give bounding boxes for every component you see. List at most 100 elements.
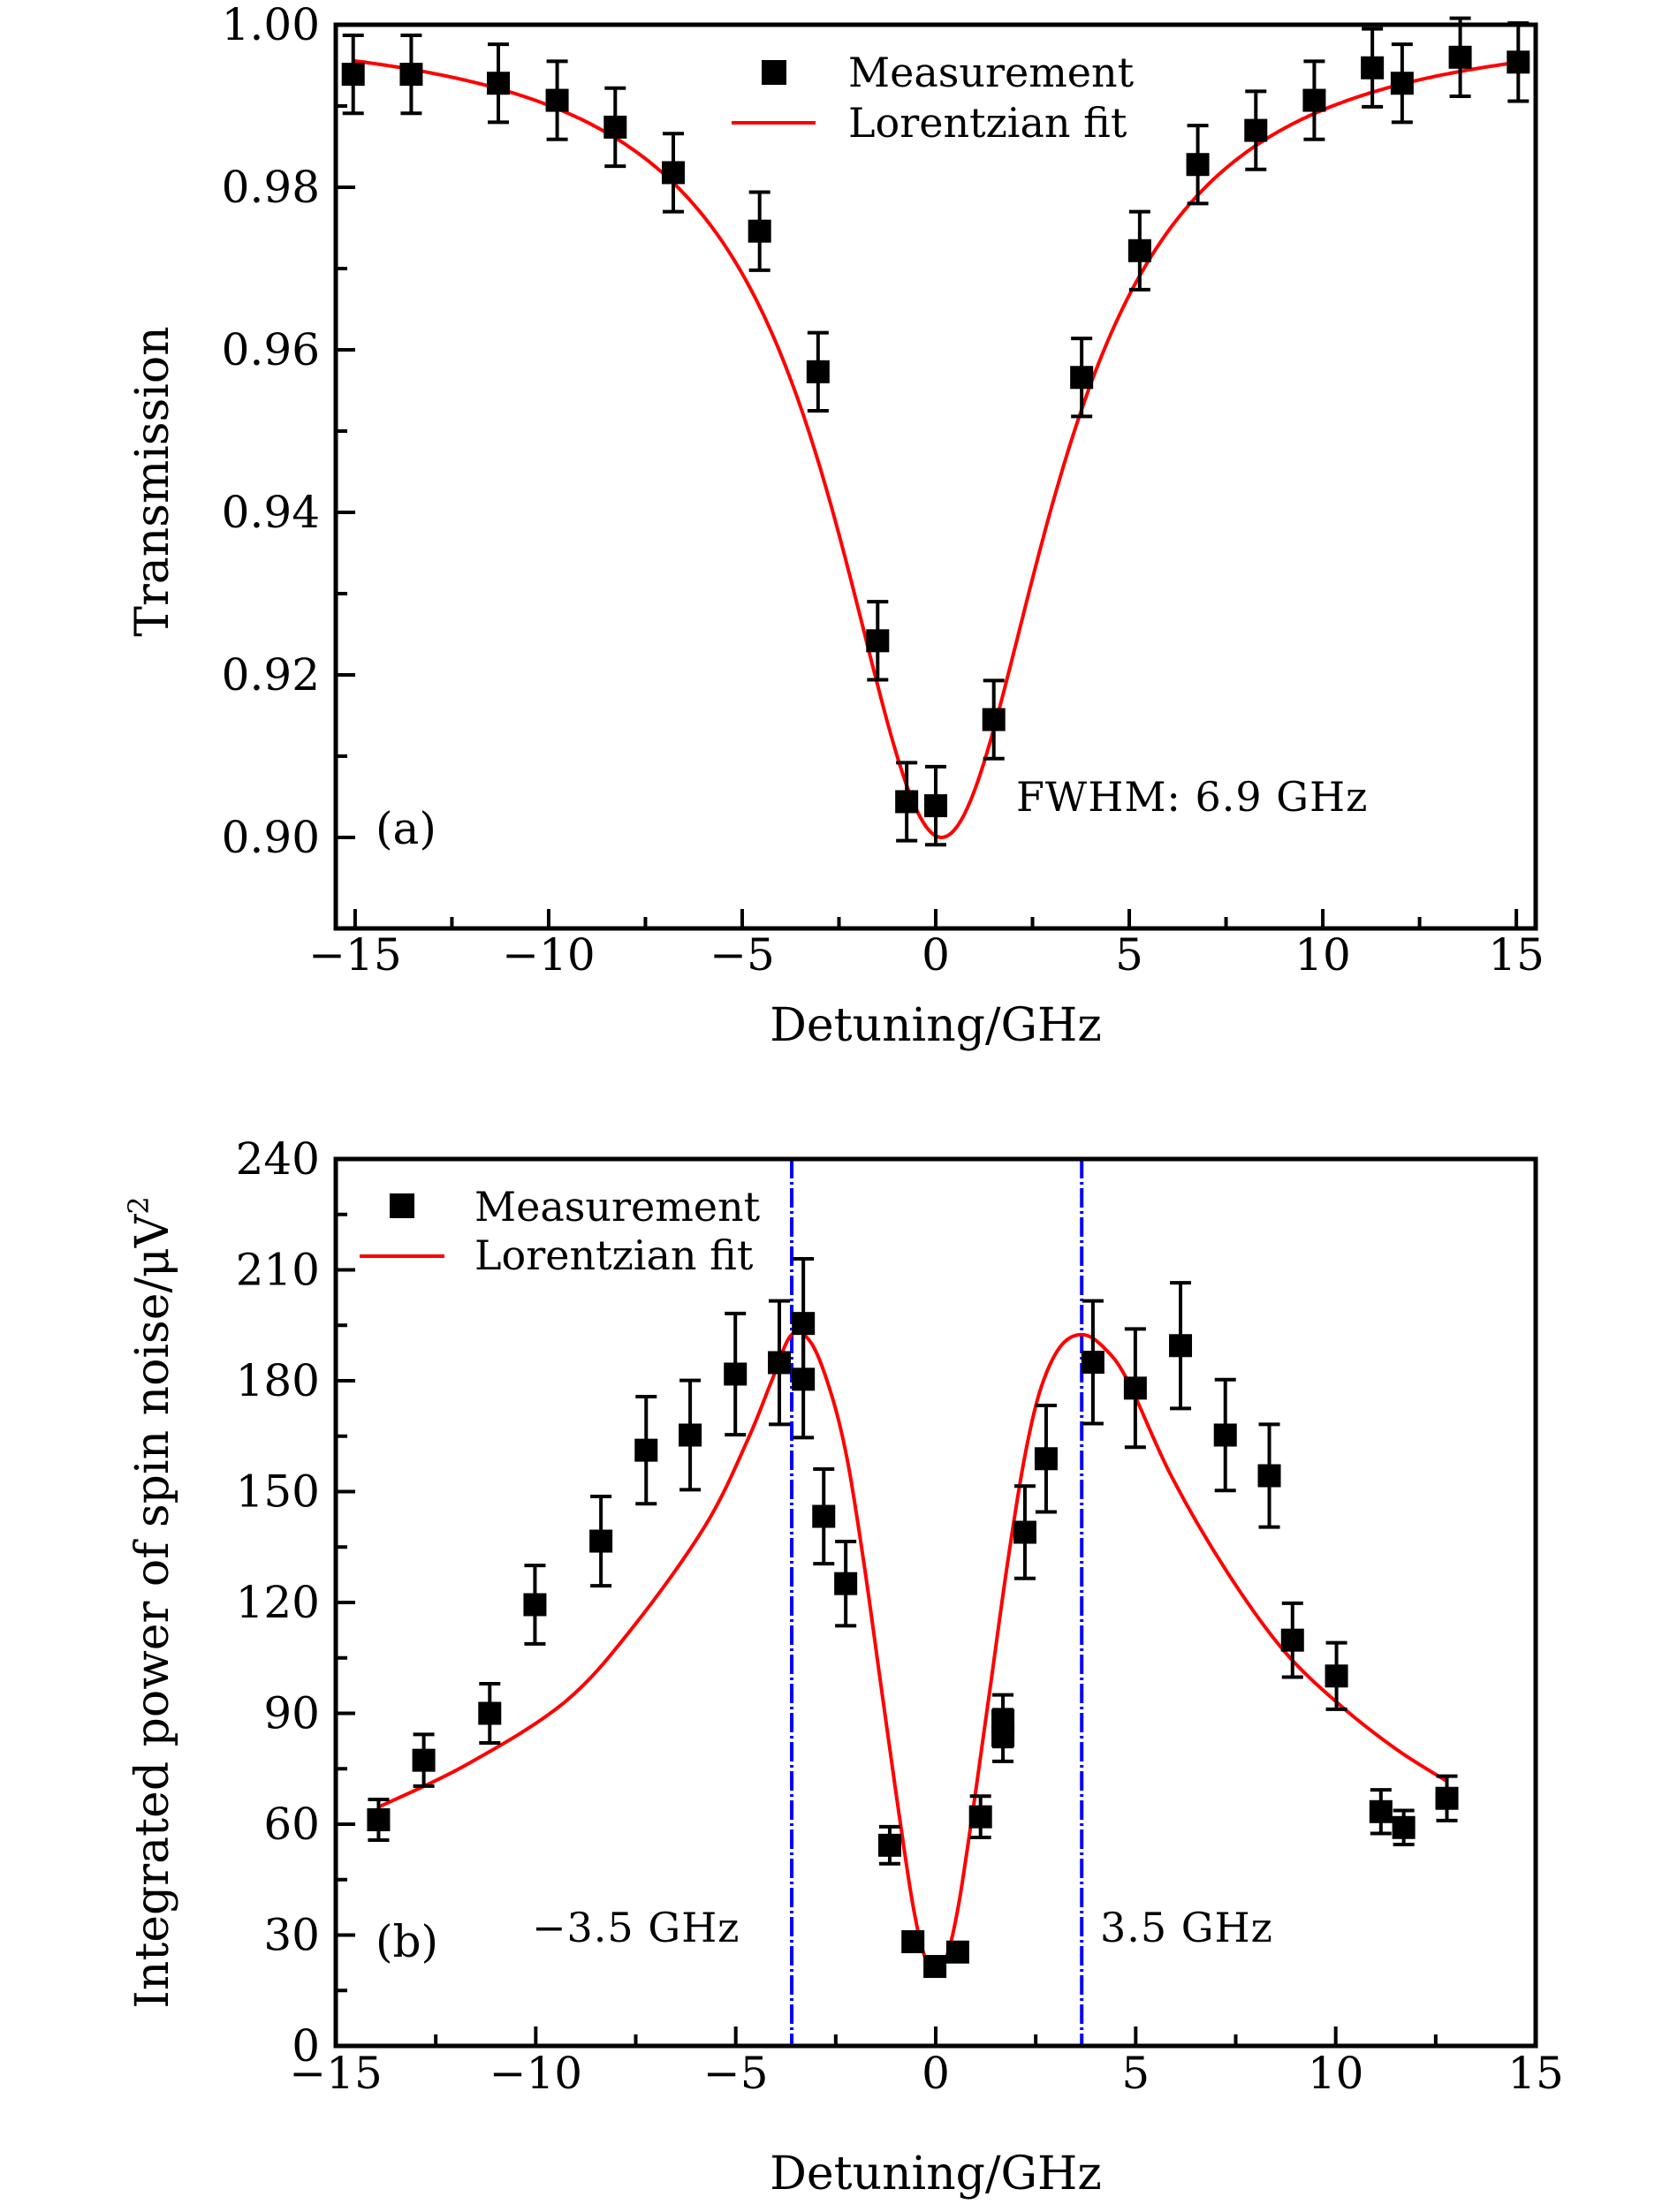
y-tick-label: 0.98 bbox=[222, 162, 320, 213]
data-point bbox=[1280, 1601, 1304, 1679]
legend-label-measurement: Measurement bbox=[474, 1183, 761, 1231]
data-point bbox=[486, 42, 510, 125]
data-marker bbox=[1013, 1520, 1036, 1544]
data-marker bbox=[1123, 1376, 1147, 1400]
data-point bbox=[412, 1732, 436, 1788]
legend-label-fit: Lorentzian fit bbox=[474, 1231, 754, 1279]
data-point bbox=[923, 1955, 947, 1979]
data-marker bbox=[1390, 72, 1414, 95]
data-marker bbox=[1257, 1464, 1281, 1488]
data-marker bbox=[661, 161, 685, 185]
x-tick-label: −15 bbox=[308, 929, 402, 981]
data-marker bbox=[768, 1351, 792, 1375]
data-marker bbox=[901, 1930, 925, 1954]
data-point bbox=[603, 86, 627, 169]
data-points-layer bbox=[341, 16, 1530, 847]
data-point bbox=[1013, 1484, 1036, 1580]
data-marker bbox=[991, 1723, 1015, 1747]
legend-marker-measurement bbox=[390, 1193, 414, 1218]
data-point bbox=[924, 764, 947, 847]
data-marker bbox=[341, 63, 365, 87]
data-point bbox=[1361, 27, 1385, 109]
data-marker bbox=[834, 1572, 858, 1595]
data-marker bbox=[748, 219, 771, 243]
x-tick-label: 15 bbox=[1507, 2048, 1564, 2099]
data-marker bbox=[1127, 239, 1151, 262]
legend-marker-measurement bbox=[762, 60, 786, 85]
y-tick-label: 1.00 bbox=[222, 0, 320, 50]
data-marker bbox=[1244, 118, 1268, 142]
data-point bbox=[806, 330, 830, 413]
y-tick-label: 0.90 bbox=[222, 812, 320, 863]
panel-a-transmission-chart: −15 −10 −5 0 5 10 15 0.90 0.92 0.94 0.96 0.98 1.00 D… bbox=[126, 0, 1545, 1052]
y-tick-label: 90 bbox=[263, 1688, 320, 1739]
x-tick-label: −10 bbox=[502, 929, 596, 981]
data-point bbox=[1448, 16, 1472, 98]
y-axis-title: Integrated power of spin noise/μV2 bbox=[122, 1196, 179, 2008]
data-point bbox=[748, 190, 771, 272]
data-marker bbox=[877, 1833, 901, 1857]
data-marker bbox=[1169, 1334, 1193, 1358]
x-tick-label: 10 bbox=[1294, 929, 1351, 981]
data-point bbox=[1244, 89, 1268, 171]
y-axis-title-main: Integrated power of spin noise/μV bbox=[126, 1213, 179, 2009]
data-marker bbox=[1369, 1799, 1393, 1823]
data-marker bbox=[545, 88, 569, 112]
y-tick-label: 180 bbox=[236, 1355, 320, 1406]
data-marker bbox=[367, 1807, 391, 1831]
data-marker bbox=[806, 360, 830, 383]
data-marker bbox=[945, 1940, 969, 1964]
y-tick-label: 60 bbox=[263, 1799, 320, 1850]
data-point bbox=[982, 678, 1006, 761]
data-marker bbox=[523, 1593, 547, 1617]
data-point bbox=[399, 33, 423, 116]
x-tick-label: 5 bbox=[1115, 929, 1143, 981]
legend-label-measurement: Measurement bbox=[848, 49, 1135, 96]
plot-frame bbox=[333, 1156, 1538, 2049]
data-point bbox=[792, 1319, 816, 1440]
data-point bbox=[661, 132, 685, 214]
data-marker bbox=[1507, 50, 1530, 74]
fit-curve bbox=[353, 58, 1519, 840]
data-marker bbox=[724, 1362, 748, 1386]
x-axis-title: Detuning/GHz bbox=[770, 999, 1102, 1052]
data-point bbox=[1325, 1640, 1348, 1711]
data-point bbox=[1392, 1808, 1416, 1847]
data-marker bbox=[1325, 1664, 1348, 1688]
data-point bbox=[1435, 1774, 1459, 1822]
data-point bbox=[901, 1930, 925, 1954]
data-point bbox=[1081, 1299, 1104, 1426]
x-tick-label: −5 bbox=[703, 2048, 769, 2099]
data-point bbox=[478, 1682, 502, 1745]
data-point bbox=[341, 33, 365, 116]
data-marker bbox=[634, 1438, 658, 1462]
y-tick-label: 210 bbox=[236, 1245, 320, 1296]
x-tick-label: 10 bbox=[1308, 2048, 1364, 2099]
y-tick-label: 240 bbox=[236, 1133, 320, 1185]
tick-labels-layer: −15 −10 −5 0 5 10 15 0.90 0.92 0.94 0.96 0.98 1.00 bbox=[222, 0, 1545, 981]
data-marker bbox=[982, 708, 1006, 731]
y-tick-label: 0.94 bbox=[222, 487, 320, 538]
data-marker bbox=[603, 115, 627, 139]
data-marker bbox=[1186, 153, 1210, 177]
x-tick-label: 5 bbox=[1121, 2048, 1150, 2099]
data-point bbox=[768, 1299, 792, 1427]
y-tick-label: 0.96 bbox=[222, 324, 320, 375]
data-point bbox=[545, 59, 569, 141]
data-marker bbox=[679, 1423, 702, 1447]
data-marker bbox=[1435, 1786, 1459, 1810]
x-tick-label: −15 bbox=[289, 2048, 383, 2099]
data-marker bbox=[1034, 1447, 1058, 1471]
data-point bbox=[1127, 209, 1151, 292]
vline-label-right: 3.5 GHz bbox=[1100, 1904, 1273, 1951]
data-marker bbox=[1081, 1351, 1104, 1375]
data-point bbox=[968, 1794, 992, 1840]
data-marker bbox=[589, 1529, 613, 1553]
data-point bbox=[679, 1378, 702, 1492]
x-tick-label: 0 bbox=[922, 2048, 950, 2099]
data-points-layer bbox=[367, 1256, 1459, 1979]
data-marker bbox=[812, 1504, 836, 1528]
legend: Measurement Lorentzian fit bbox=[360, 1183, 761, 1279]
